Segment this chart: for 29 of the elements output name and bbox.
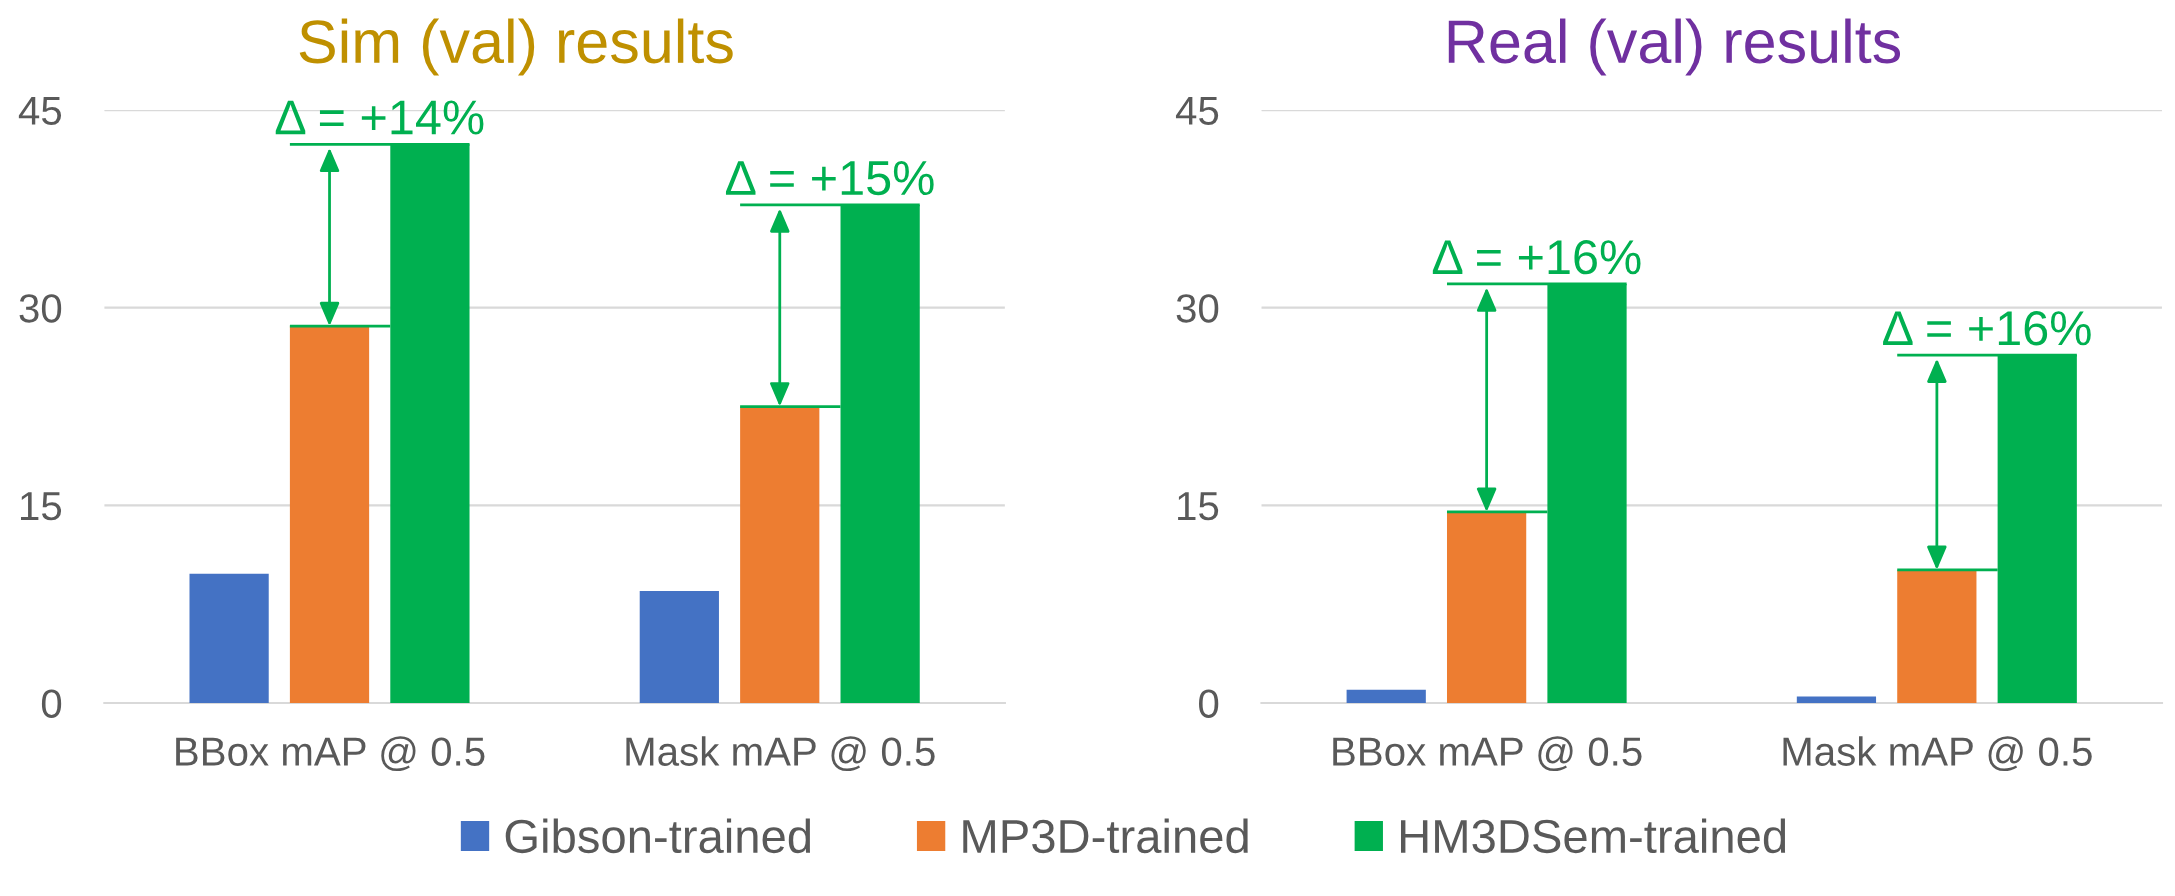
bar	[740, 406, 820, 703]
annotation: Δ = +15%	[725, 161, 934, 196]
y-tick-label: 45	[18, 96, 62, 126]
legend-label: HM3DSem-trained	[1400, 818, 1786, 854]
y-tick-label: 15	[1178, 492, 1219, 521]
y-tick-label: 0	[1199, 689, 1219, 718]
bar	[1346, 689, 1426, 703]
annotation: Δ = +14%	[275, 100, 484, 135]
y-tick-label: 30	[19, 294, 62, 323]
annotation: Δ = +16%	[1883, 311, 2091, 346]
bar	[289, 326, 370, 703]
y-tick-label: 45	[1175, 96, 1219, 126]
bar	[1796, 696, 1877, 703]
y-tick-label: 15	[21, 492, 62, 521]
bar	[189, 573, 269, 703]
annotation: Δ = +16%	[1432, 239, 1641, 275]
x-tick-label: BBox mAP @ 0.5	[1333, 736, 1642, 772]
chart-title: Sim (val) results	[299, 18, 733, 76]
legend-label: MP3D-trained	[963, 818, 1248, 854]
x-tick-label: Mask mAP @ 0.5	[626, 736, 935, 772]
x-tick-label: Mask mAP @ 0.5	[1783, 736, 2092, 772]
bar	[639, 591, 719, 703]
y-tick-label: 0	[41, 689, 62, 718]
legend-label: Gibson-trained	[505, 818, 811, 854]
chart-title: Real (val) results	[1448, 18, 1901, 76]
bar	[1897, 569, 1977, 703]
x-tick-label: BBox mAP @ 0.5	[176, 736, 485, 772]
bar	[1446, 511, 1527, 703]
y-tick-label: 30	[1176, 294, 1219, 323]
